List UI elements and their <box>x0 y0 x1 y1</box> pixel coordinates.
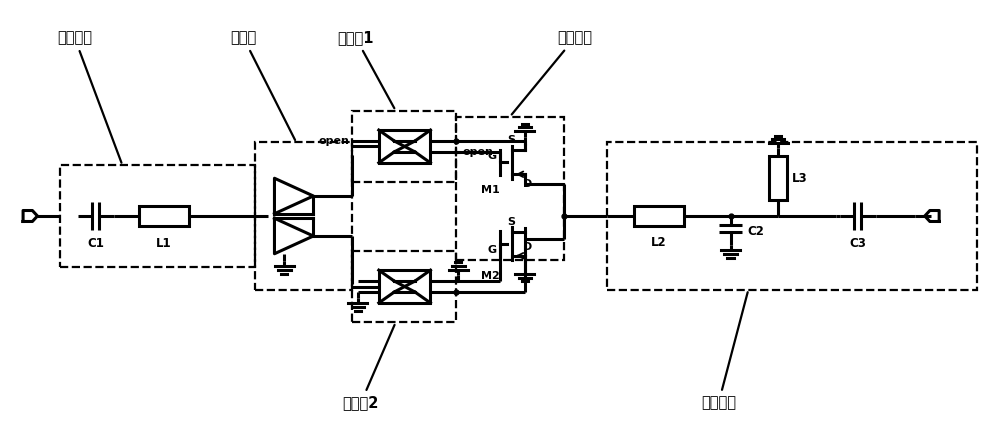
Text: D: D <box>523 179 532 189</box>
Bar <box>379 130 430 163</box>
Text: 耦合器1: 耦合器1 <box>338 31 394 108</box>
Text: C3: C3 <box>849 237 866 250</box>
Polygon shape <box>23 210 37 222</box>
Bar <box>634 206 684 226</box>
Bar <box>379 270 430 303</box>
Text: open: open <box>462 147 493 157</box>
Bar <box>352 251 456 322</box>
Text: G: G <box>488 151 497 162</box>
Polygon shape <box>925 210 939 222</box>
Bar <box>60 165 255 267</box>
Text: L3: L3 <box>792 172 808 185</box>
Text: 耦合器2: 耦合器2 <box>343 325 395 410</box>
Text: L1: L1 <box>156 237 172 250</box>
Text: C1: C1 <box>87 237 104 250</box>
Text: S: S <box>507 217 515 227</box>
Bar <box>456 117 564 260</box>
Bar <box>607 143 977 289</box>
Text: 有源器件: 有源器件 <box>512 31 592 114</box>
Text: S: S <box>507 136 515 146</box>
Bar <box>352 111 456 182</box>
Bar <box>769 156 787 200</box>
Text: M2: M2 <box>481 270 499 281</box>
Text: C2: C2 <box>747 226 764 238</box>
Text: 输出匹配: 输出匹配 <box>701 292 748 410</box>
Text: G: G <box>488 245 497 255</box>
Text: D: D <box>523 242 532 252</box>
Bar <box>255 143 352 289</box>
Text: M1: M1 <box>481 185 499 195</box>
Text: L2: L2 <box>651 236 667 249</box>
Text: open: open <box>318 136 349 146</box>
Text: 功分器: 功分器 <box>231 31 295 140</box>
Bar <box>139 206 189 226</box>
Text: 输入匹配: 输入匹配 <box>57 31 121 163</box>
